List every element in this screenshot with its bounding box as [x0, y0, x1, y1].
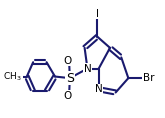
Text: N: N	[95, 84, 103, 94]
Text: S: S	[66, 72, 74, 85]
Text: CH$_3$: CH$_3$	[3, 70, 22, 83]
Text: I: I	[96, 8, 99, 19]
Text: N: N	[83, 64, 91, 74]
Text: Br: Br	[143, 73, 155, 83]
Text: O: O	[64, 91, 72, 101]
Text: O: O	[64, 56, 72, 66]
